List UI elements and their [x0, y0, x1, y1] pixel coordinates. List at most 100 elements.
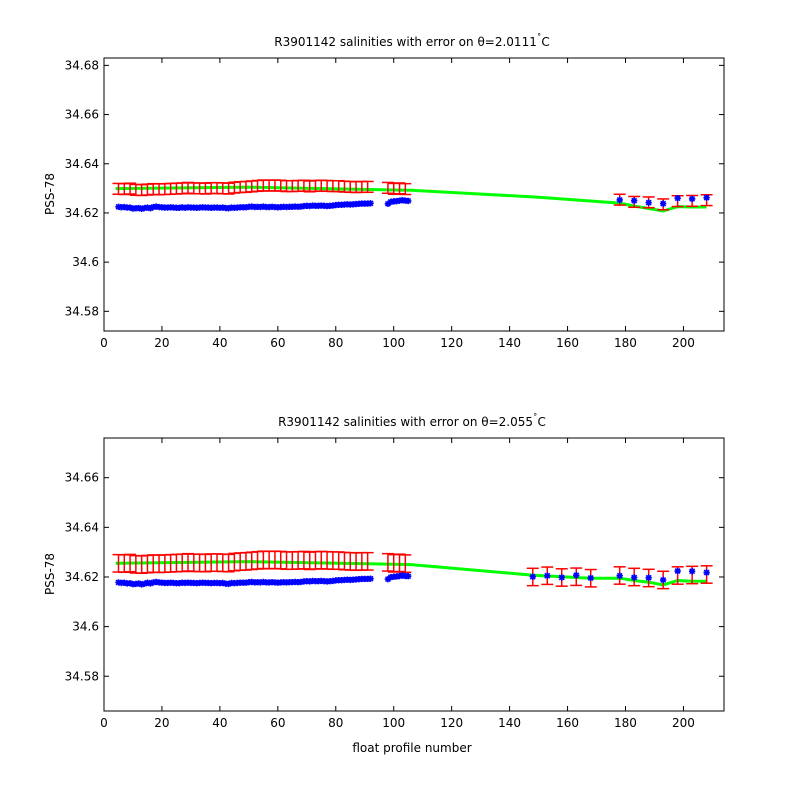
- x-tick-label: 140: [498, 336, 521, 350]
- y-tick-label: 34.6: [72, 620, 99, 634]
- float-salinity-point: [674, 567, 681, 575]
- mapped-salinity-errorbar: [222, 553, 235, 573]
- mapped-salinity-errorbar: [303, 551, 316, 571]
- y-tick-label: 34.64: [65, 157, 99, 171]
- float-salinity-point: [659, 576, 667, 584]
- plot-area: [112, 550, 713, 590]
- mapped-salinity-errorbar: [280, 551, 293, 571]
- mapped-salinity-errorbar: [393, 182, 406, 195]
- x-tick-label: 160: [556, 716, 579, 730]
- mapped-salinity-errorbar: [355, 551, 368, 571]
- float-salinity-point: [616, 572, 623, 579]
- plot-area: [112, 179, 713, 213]
- float-salinity-point: [544, 572, 551, 579]
- y-tick-label: 34.66: [65, 108, 99, 122]
- mapped-salinity-errorbar: [286, 551, 299, 571]
- float-salinity-point: [147, 580, 154, 587]
- mapped-salinity-errorbar: [309, 550, 322, 570]
- x-tick-label: 80: [328, 716, 343, 730]
- float-salinity-point: [703, 569, 710, 576]
- mapped-salinity-errorbar: [361, 180, 374, 194]
- x-tick-label: 40: [212, 716, 227, 730]
- mapped-salinity-errorbar: [399, 554, 412, 574]
- float-salinity-point: [573, 572, 580, 579]
- mapped-salinity-errorbar: [315, 550, 328, 570]
- float-salinity-point: [147, 205, 154, 212]
- x-tick-label: 160: [556, 336, 579, 350]
- float-salinity-point: [688, 195, 696, 203]
- mapped-salinity-errorbar: [292, 550, 305, 570]
- float-salinity-point: [630, 574, 638, 581]
- mapped-salinity-errorbar: [263, 179, 276, 192]
- mapped-salinity-errorbar: [381, 552, 394, 572]
- float-salinity-point: [405, 573, 412, 580]
- mapped-salinity-errorbar: [381, 181, 394, 195]
- mapped-salinity-errorbar: [297, 550, 310, 570]
- y-tick-label: 34.62: [65, 570, 99, 584]
- x-tick-label: 20: [154, 716, 169, 730]
- chart-title: R3901142 salinities with error on θ=2.05…: [278, 413, 546, 429]
- mapped-salinity-errorbar: [399, 182, 412, 196]
- mapped-salinity-errorbar: [321, 550, 334, 570]
- x-tick-label: 180: [614, 716, 637, 730]
- x-tick-label: 100: [382, 716, 405, 730]
- mapped-salinity-errorbar: [257, 550, 270, 570]
- x-tick-label: 180: [614, 336, 637, 350]
- mapped-salinity-errorbar: [326, 551, 339, 571]
- mapped-salinity-errorbar: [332, 551, 345, 571]
- x-tick-label: 40: [212, 336, 227, 350]
- y-tick-label: 34.58: [65, 669, 99, 683]
- mapped-salinity-errorbar: [135, 183, 148, 197]
- float-salinity-point: [384, 200, 392, 208]
- y-tick-label: 34.58: [65, 304, 99, 318]
- x-tick-label: 200: [672, 336, 695, 350]
- x-tick-label: 120: [440, 336, 463, 350]
- mapped-salinity-errorbar: [361, 551, 374, 571]
- x-tick-label: 140: [498, 716, 521, 730]
- mapped-salinity-errorbar: [135, 555, 148, 575]
- mapped-salinity-errorbar: [350, 180, 363, 194]
- mapped-salinity-errorbar: [344, 551, 357, 571]
- float-salinity-point: [141, 580, 148, 587]
- float-salinity-point: [659, 200, 667, 207]
- x-tick-label: 80: [328, 336, 343, 350]
- float-salinity-point: [616, 196, 623, 204]
- float-salinity-point: [703, 194, 710, 201]
- float-salinity-point: [558, 574, 565, 581]
- mapped-salinity-errorbar: [268, 550, 281, 570]
- float-salinity-point: [367, 200, 374, 207]
- y-tick-label: 34.68: [65, 58, 99, 72]
- axes-frame: [103, 437, 725, 712]
- float-salinity-point: [630, 197, 638, 204]
- fit-line: [115, 560, 707, 587]
- mapped-salinity-errorbar: [350, 552, 363, 572]
- mapped-salinity-errorbar: [303, 180, 316, 193]
- y-tick-label: 34.6: [72, 255, 99, 269]
- x-tick-label: 120: [440, 716, 463, 730]
- x-tick-label: 100: [382, 336, 405, 350]
- mapped-salinity-errorbar: [274, 550, 287, 570]
- x-tick-label: 0: [100, 336, 108, 350]
- mapped-salinity-errorbar: [286, 179, 299, 193]
- mapped-salinity-errorbar: [263, 550, 276, 570]
- mapped-salinity-errorbar: [222, 182, 235, 195]
- mapped-salinity-errorbar: [292, 179, 305, 193]
- x-tick-label: 0: [100, 716, 108, 730]
- mapped-salinity-errorbar: [124, 553, 137, 573]
- mapped-salinity-errorbar: [280, 179, 293, 193]
- y-axis-label: PSS-78: [43, 173, 57, 215]
- mapped-salinity-errorbar: [338, 551, 351, 571]
- float-salinity-point: [367, 575, 374, 582]
- float-salinity-point: [135, 580, 142, 587]
- y-tick-label: 34.64: [65, 520, 99, 534]
- float-salinity-point: [688, 568, 696, 575]
- bottom-salinity-panel: R3901142 salinities with error on θ=2.05…: [43, 413, 725, 755]
- float-salinity-point: [225, 580, 232, 588]
- x-tick-label: 60: [270, 716, 285, 730]
- float-salinity-point: [587, 574, 594, 582]
- float-salinity-point: [645, 199, 652, 206]
- top-salinity-panel: R3901142 salinities with error on θ=2.01…: [43, 33, 725, 350]
- y-tick-label: 34.62: [65, 206, 99, 220]
- y-axis-label: PSS-78: [43, 553, 57, 595]
